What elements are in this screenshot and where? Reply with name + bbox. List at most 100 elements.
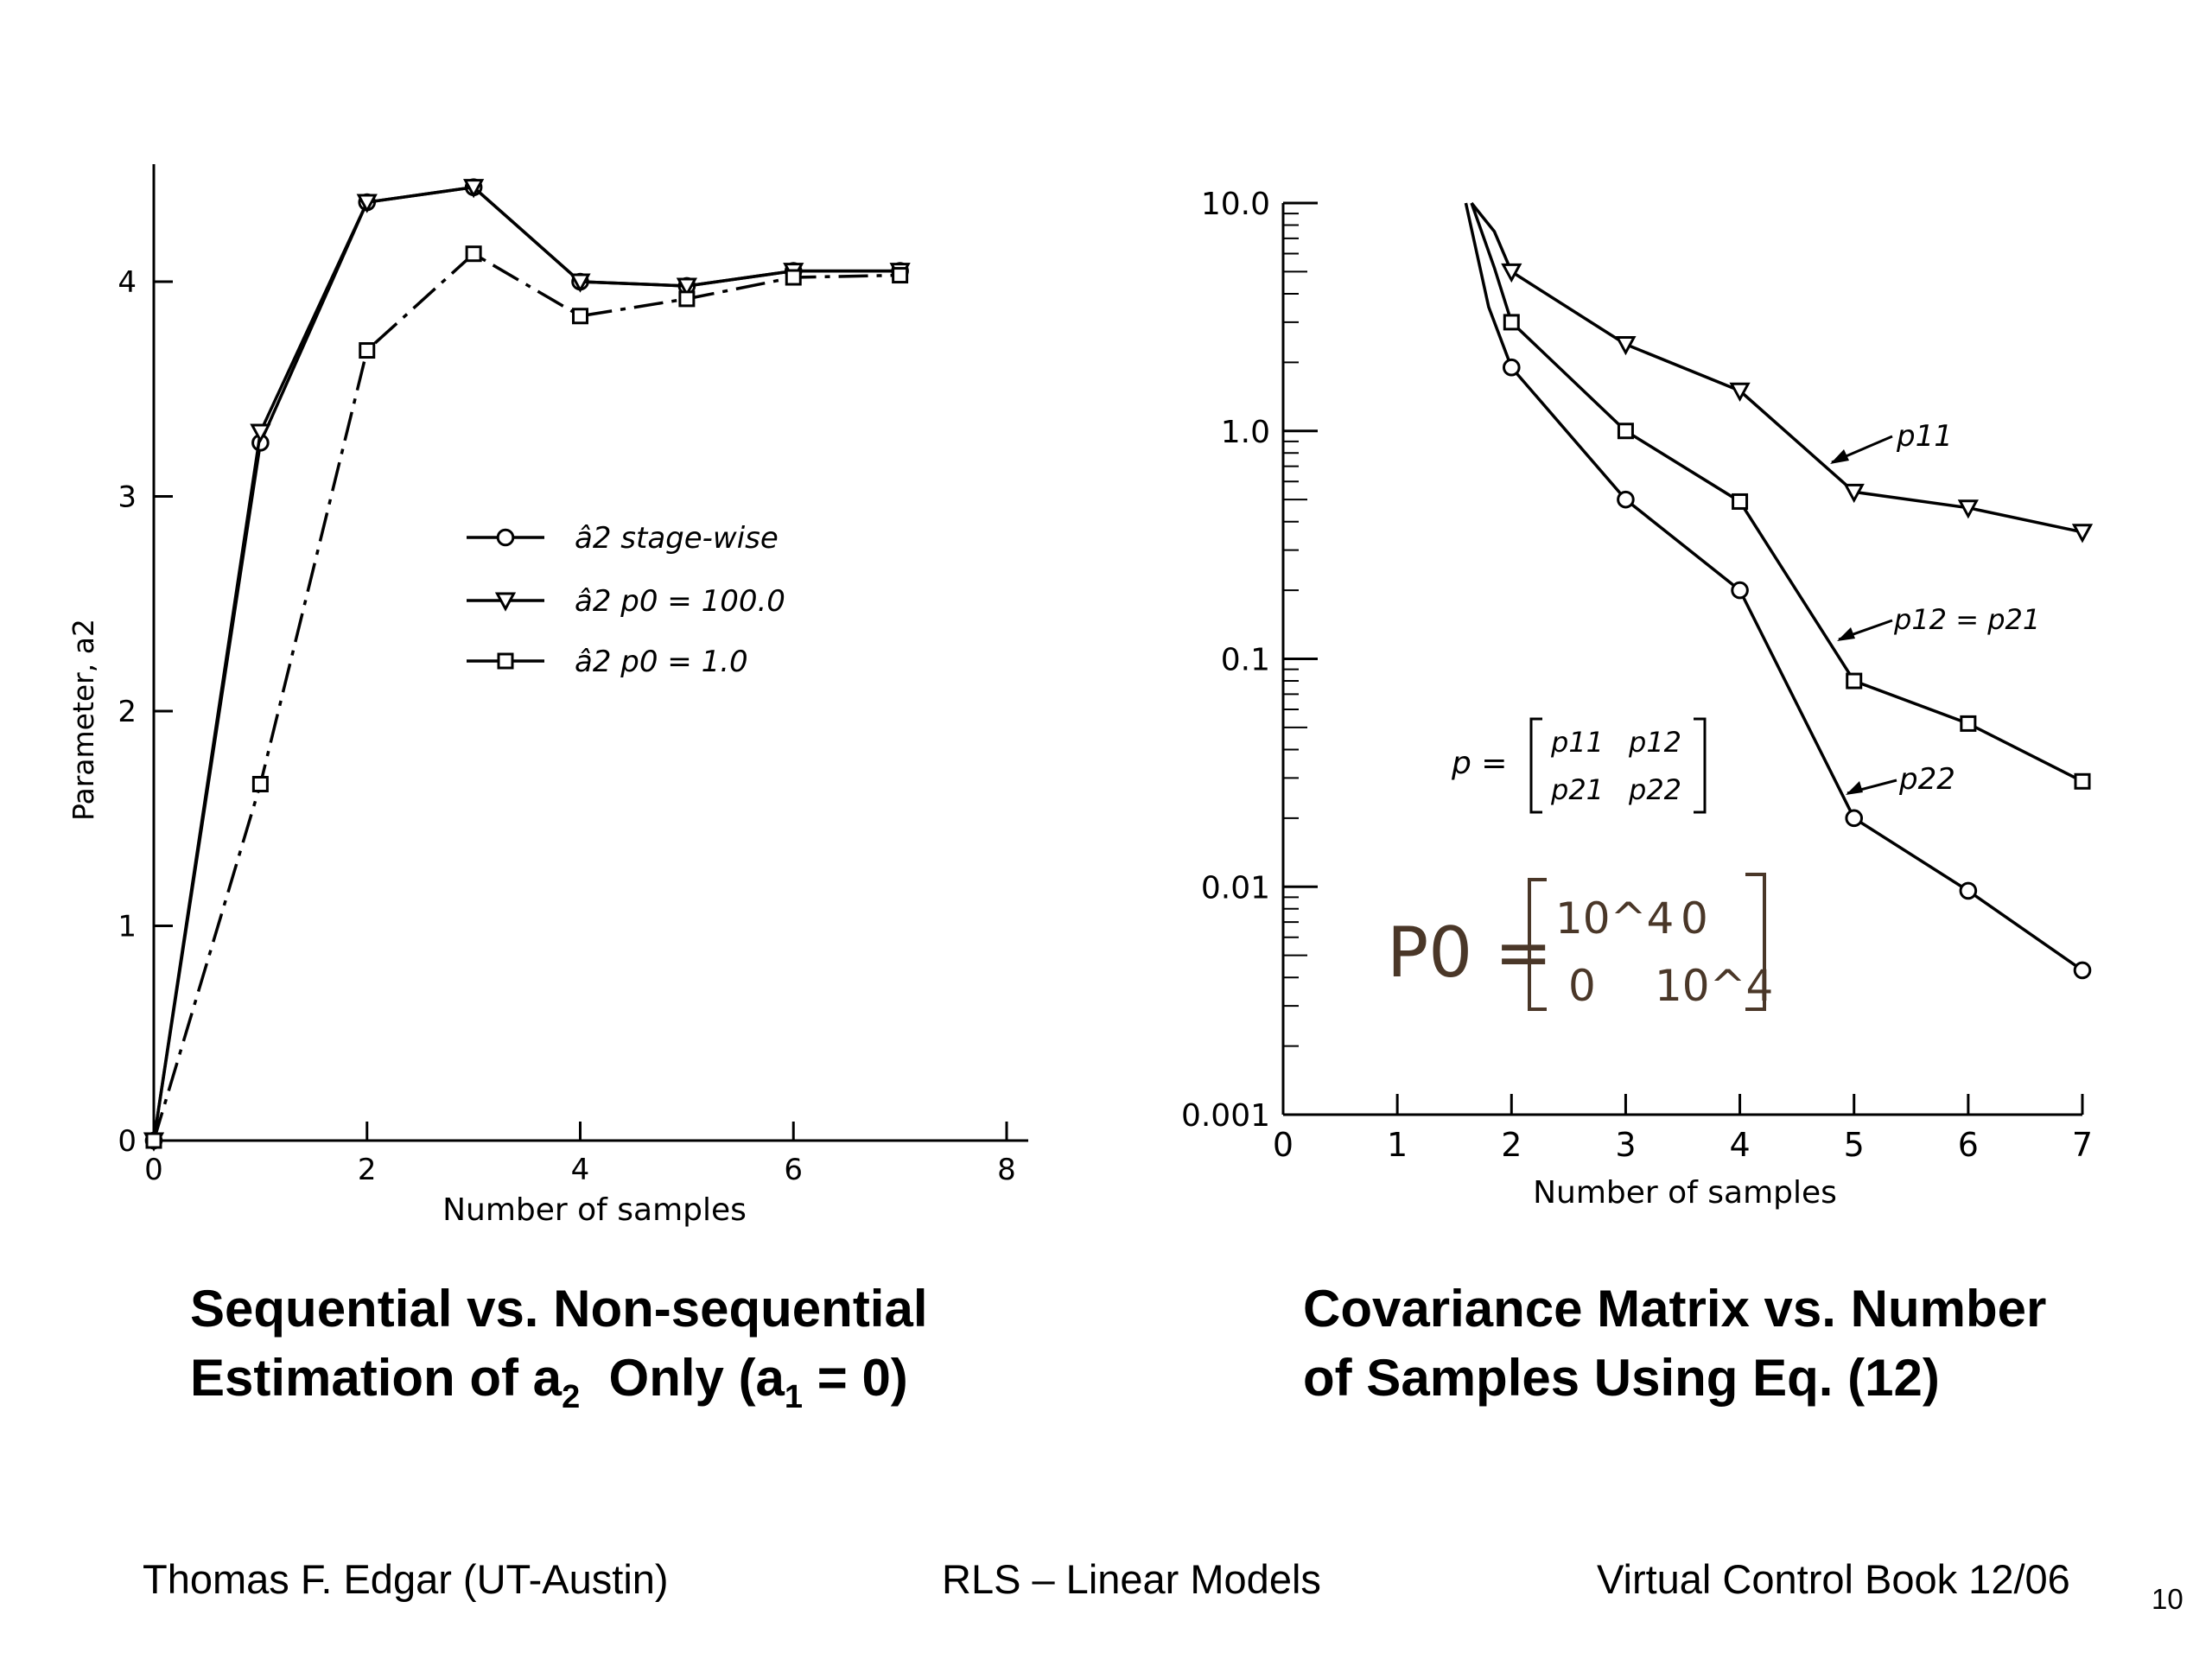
left-series-1-point [356, 194, 378, 213]
left-x-tick-label: 2 [358, 1153, 377, 1187]
left-series-1-point [462, 179, 485, 199]
right-series-2-point [1502, 358, 1521, 377]
right-series-1-point [1617, 423, 1634, 440]
right-initial-curve-1 [1470, 202, 1513, 323]
right-y-tick-label: 0.01 [1201, 870, 1270, 906]
right-series-line-1 [1510, 321, 2083, 783]
right-series-2-point [1959, 881, 1978, 900]
left-x-tick-label: 8 [997, 1153, 1016, 1187]
p0-lhs: P0 = [1387, 912, 1553, 993]
left-chart-caption: Sequential vs. Non-sequential Estimation… [190, 1274, 928, 1415]
left-y-tick-label: 3 [118, 480, 137, 515]
right-x-tick-label: 1 [1387, 1126, 1408, 1164]
legend-marker-1 [494, 592, 517, 612]
footer-book: Virtual Control Book 12/06 [1597, 1556, 2070, 1602]
p-matrix-lhs: p = [1451, 746, 1507, 781]
right-series-line-2 [1510, 366, 2083, 972]
right-series-0-point [1615, 335, 1637, 356]
right-series-1-point [1846, 672, 1863, 690]
right-x-axis-label: Number of samples [1533, 1175, 1837, 1211]
right-series-0-point [1957, 499, 1979, 519]
legend-label-1: â2 p0 = 100.0 [575, 584, 785, 619]
left-x-axis-label: Number of samples [442, 1192, 747, 1228]
left-caption-line-1: Sequential vs. Non-sequential [190, 1280, 928, 1338]
right-axes: 0 1 2 3 4 5 6 7 0.001 0.01 0.1 1.0 10.0 [1181, 187, 2093, 1164]
right-series-1-point [2074, 772, 2091, 790]
matrix-entry-p22: p22 [1628, 773, 1681, 806]
left-series-2-point [251, 775, 269, 792]
right-initial-curve-2 [1464, 202, 1513, 368]
right-initial-curve-0 [1470, 201, 1513, 273]
left-caption-text-c: = 0) [803, 1349, 908, 1407]
right-series-2-point [1617, 490, 1635, 509]
left-series-2-point [145, 1132, 162, 1149]
footer-author: Thomas F. Edgar (UT-Austin) [143, 1556, 669, 1602]
right-y-tick-label: 0.001 [1181, 1098, 1270, 1134]
left-series-1-point [569, 273, 591, 293]
left-series-line-2 [152, 251, 900, 1141]
right-series-1-point [1960, 715, 1977, 732]
left-series-line-1 [152, 185, 900, 1141]
left-series-2-point [359, 342, 376, 359]
p22-annotation: p22 [1846, 762, 1955, 797]
right-chart-caption: Covariance Matrix vs. Number of Samples … [1303, 1274, 2046, 1413]
right-x-tick-label: 6 [1958, 1126, 1979, 1164]
p12-label: p12 = p21 [1893, 603, 2040, 636]
matrix-entry-p21: p21 [1550, 773, 1604, 806]
left-x-tick-label: 0 [144, 1153, 163, 1187]
right-series-2-point [1731, 581, 1749, 600]
right-series [1464, 201, 2094, 980]
left-x-tick-label: 6 [784, 1153, 803, 1187]
right-x-tick-label: 5 [1844, 1126, 1865, 1164]
p0-entry-21: 0 [1568, 961, 1596, 1011]
left-series-2-point [678, 290, 696, 308]
footer-topic: RLS – Linear Models [942, 1556, 1321, 1602]
left-caption-text-a: Estimation of a [190, 1349, 563, 1407]
right-x-tick-label: 4 [1729, 1126, 1750, 1164]
right-series-0-point [1843, 483, 1865, 504]
left-series-1-point [250, 423, 271, 443]
p0-entry-11: 10^4 [1555, 893, 1674, 944]
left-caption-sub-2: 2 [562, 1379, 581, 1415]
p0-entry-12: 0 [1681, 893, 1708, 944]
right-x-tick-label: 2 [1501, 1126, 1522, 1164]
matrix-entry-p12: p12 [1628, 726, 1681, 759]
left-series-1-point [676, 277, 698, 297]
legend-marker-2 [497, 652, 514, 670]
p0-handwritten-definition: P0 = 10^4 0 0 10^4 [1387, 873, 1773, 1011]
left-caption-text-b: Only (a [580, 1349, 785, 1407]
right-series-1-point [1732, 493, 1749, 510]
p0-entry-22: 10^4 [1655, 961, 1773, 1011]
p-matrix-definition: p = p11 p12 p21 p22 [1451, 717, 1707, 814]
legend-label-0: â2 stage-wise [575, 521, 779, 556]
right-series-1-point [1503, 314, 1520, 331]
p11-label: p11 [1896, 419, 1953, 454]
left-y-tick-label: 0 [118, 1124, 137, 1159]
right-y-tick-label: 0.1 [1221, 643, 1270, 678]
left-y-tick-label: 4 [118, 265, 137, 300]
p11-annotation: p11 [1830, 419, 1953, 464]
right-series-line-0 [1510, 270, 2083, 534]
left-series-2-point [572, 308, 588, 325]
right-y-tick-label: 1.0 [1221, 415, 1270, 450]
left-legend: â2 stage-wise â2 p0 = 100.0 â2 p0 = 1.0 [467, 521, 785, 679]
right-caption-line-1: Covariance Matrix vs. Number [1303, 1280, 2047, 1338]
left-y-tick-label: 1 [118, 910, 137, 944]
p12-annotation: p12 = p21 [1837, 603, 2040, 641]
left-series [143, 178, 911, 1152]
right-series-0-point [1501, 263, 1522, 283]
page-number: 10 [2152, 1583, 2183, 1615]
left-caption-line-2: Estimation of a2 Only (a1 = 0) [190, 1344, 928, 1415]
right-y-tick-label: 10.0 [1201, 187, 1270, 222]
left-axes: 0 2 4 6 8 0 1 2 3 4 [118, 164, 1028, 1187]
left-x-tick-label: 4 [571, 1153, 590, 1187]
right-caption-line-2: of Samples Using Eq. (12) [1303, 1349, 1940, 1407]
left-series-2-point [465, 245, 482, 263]
right-x-tick-label: 3 [1615, 1126, 1636, 1164]
left-y-axis-label: Parameter, a2 [67, 619, 100, 821]
right-series-0-point [2071, 524, 2094, 543]
right-x-tick-label: 7 [2072, 1126, 2093, 1164]
right-series-2-point [1845, 809, 1864, 828]
